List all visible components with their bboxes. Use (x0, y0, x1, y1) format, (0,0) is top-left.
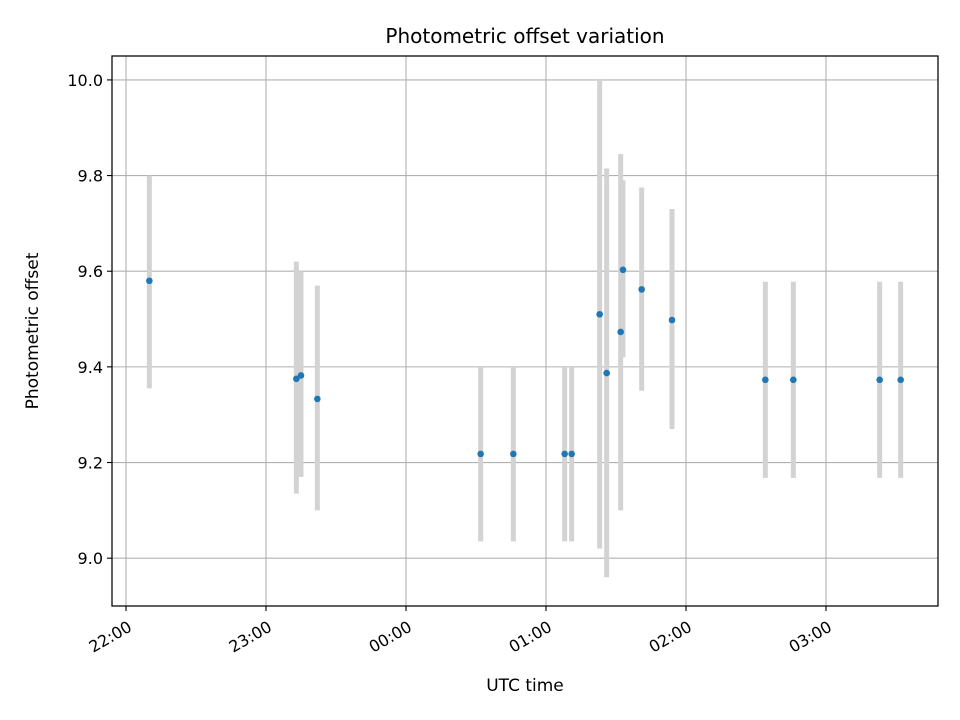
y-axis-label: Photometric offset (23, 252, 43, 409)
data-point (314, 395, 321, 403)
y-axis-ticks: 9.0 9.2 9.4 9.6 9.8 10.0 (67, 71, 112, 568)
data-point (617, 328, 624, 336)
grid (112, 56, 938, 606)
data-point (477, 450, 484, 458)
plot-frame (111, 55, 939, 607)
data-point (603, 369, 610, 377)
data-point (790, 376, 797, 384)
data-point (596, 310, 603, 318)
data-point (876, 376, 883, 384)
data-point (510, 450, 517, 458)
x-axis-label: UTC time (486, 676, 564, 696)
data-point (568, 450, 575, 458)
data-point (619, 266, 627, 274)
data-point (762, 376, 769, 384)
y-tick-label: 9.2 (78, 454, 103, 473)
data-point (146, 277, 153, 285)
data-point (561, 450, 568, 458)
data-point (293, 375, 300, 383)
data-point (638, 286, 645, 293)
y-tick-label: 9.0 (78, 549, 103, 568)
y-tick-label: 9.6 (78, 262, 103, 281)
data-points (146, 266, 904, 458)
data-point (897, 376, 904, 384)
y-tick-label: 9.8 (78, 167, 103, 186)
data-point (297, 372, 305, 379)
data-point (668, 316, 676, 324)
y-tick-label: 9.4 (78, 358, 103, 377)
chart-title: Photometric offset variation (385, 24, 664, 48)
y-tick-label: 10.0 (67, 71, 103, 90)
